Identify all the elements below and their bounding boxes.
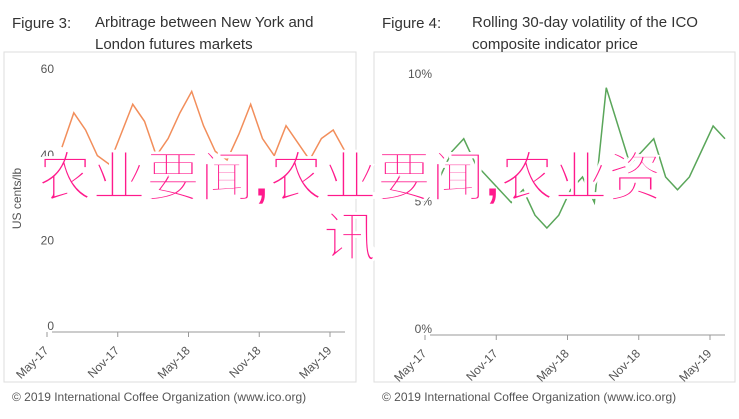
frame [3, 51, 357, 383]
frame [373, 51, 736, 383]
chart-title: Arbitrage between New York and London fu… [95, 14, 314, 53]
x-tick-label: May-19 [296, 343, 334, 381]
x-tick-label: May-17 [13, 343, 51, 381]
y-tick-label: 5% [415, 195, 433, 209]
x-tick-label: Nov-18 [606, 346, 643, 383]
x-tick-label: May-18 [534, 346, 572, 384]
y-tick-label: 40 [41, 148, 55, 162]
y-tick-label: 10% [408, 67, 432, 81]
x-tick-label: Nov-18 [226, 343, 263, 380]
y-axis-label: US cents/lb [10, 167, 24, 229]
x-tick-label: May-19 [676, 346, 714, 384]
y-tick-label: 60 [41, 62, 55, 76]
figure-label: Figure 3: [12, 15, 71, 32]
chart-title: Rolling 30-day volatility of the ICO com… [472, 14, 698, 53]
x-tick-label: Nov-17 [463, 346, 500, 383]
y-tick-label: 20 [41, 234, 55, 248]
figure-label: Figure 4: [382, 15, 441, 32]
overlay-text: 农业要闻,农业要闻,农业资讯 [37, 148, 662, 269]
y-tick-label: 0 [47, 319, 54, 333]
line [439, 87, 726, 230]
x-tick-label: May-18 [155, 343, 193, 381]
source: © 2019 International Coffee Organization… [382, 390, 676, 404]
chart: Figure 3: © 2019 International Coffee Org… [3, 15, 357, 404]
x-tick-label: May-17 [391, 346, 429, 384]
chart: Figure 4: © 2019 International Coffee Org… [373, 15, 736, 404]
y-tick-label: 0% [415, 322, 433, 336]
x-tick-label: Nov-17 [85, 343, 122, 380]
line [61, 89, 346, 166]
source: © 2019 International Coffee Organization… [12, 390, 306, 404]
